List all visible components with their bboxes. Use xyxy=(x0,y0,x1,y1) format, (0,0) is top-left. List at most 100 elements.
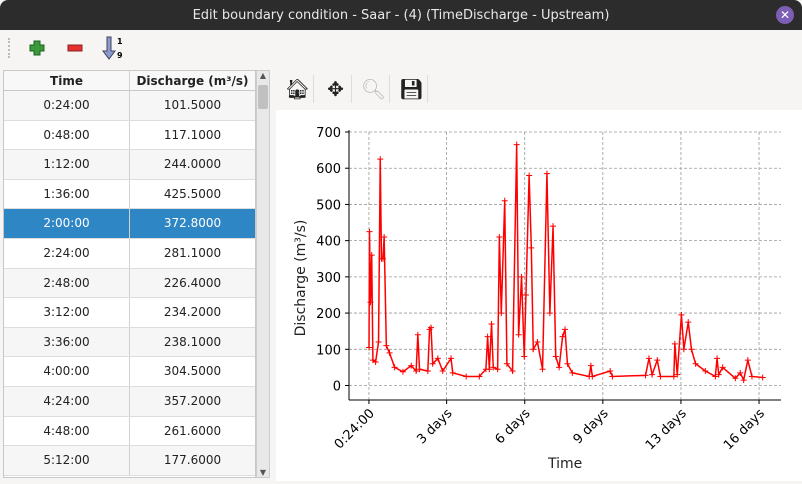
table-row[interactable]: 0:24:00 101.5000 xyxy=(4,91,255,121)
data-point-marker xyxy=(543,170,550,177)
column-header-discharge[interactable]: Discharge (m³/s) xyxy=(136,74,249,88)
data-point-marker xyxy=(372,358,379,365)
table-row[interactable]: 2:24:00 281.1000 xyxy=(4,238,255,269)
data-point-marker xyxy=(688,346,695,353)
data-point-marker xyxy=(744,357,751,364)
data-point-marker xyxy=(416,366,423,373)
cell-time[interactable]: 1:36:00 xyxy=(4,179,130,209)
data-point-marker xyxy=(503,360,510,367)
save-button[interactable]: 💾︎ xyxy=(396,75,428,103)
data-point-marker xyxy=(522,291,529,298)
cell-time[interactable]: 3:36:00 xyxy=(4,327,130,357)
save-icon: 💾︎ xyxy=(398,77,425,101)
table-row[interactable]: 0:48:00 117.1000 xyxy=(4,120,255,151)
zoom-button[interactable]: 🔍︎ xyxy=(358,75,390,103)
data-point-marker xyxy=(476,373,483,380)
table-row[interactable]: 5:12:00 177.6000 xyxy=(4,446,255,476)
cell-time[interactable]: 2:24:00 xyxy=(4,238,130,268)
table-row[interactable]: 4:48:00 261.6000 xyxy=(4,416,255,447)
table-row[interactable]: 3:36:00 238.1000 xyxy=(4,327,255,358)
cell-discharge[interactable]: 117.1000 xyxy=(163,127,222,142)
svg-text:9: 9 xyxy=(117,51,123,60)
close-icon[interactable]: ✕ xyxy=(776,6,794,24)
data-point-marker xyxy=(680,346,687,353)
data-point-marker xyxy=(714,355,721,362)
cell-discharge[interactable]: 101.5000 xyxy=(163,98,222,112)
data-point-marker xyxy=(719,364,726,371)
cell-time[interactable]: 4:00:00 xyxy=(4,357,130,386)
x-tick-label: 16 days xyxy=(721,406,768,453)
data-point-marker xyxy=(670,373,677,380)
table-row[interactable]: 4:00:00 304.5000 xyxy=(4,357,255,387)
home-icon: 🏠︎ xyxy=(284,77,311,101)
data-point-marker xyxy=(494,366,501,373)
data-point-marker xyxy=(539,366,546,373)
data-point-marker xyxy=(498,310,505,317)
pan-button[interactable]: ✥ xyxy=(320,75,352,103)
cell-time[interactable]: 0:24:00 xyxy=(4,91,130,120)
data-point-marker xyxy=(692,360,699,367)
column-header-time[interactable]: Time xyxy=(4,71,130,90)
cell-discharge[interactable]: 372.8000 xyxy=(163,216,222,231)
data-point-marker xyxy=(589,373,596,380)
cell-time[interactable]: 5:12:00 xyxy=(4,446,130,475)
home-button[interactable]: 🏠︎ xyxy=(282,75,314,103)
cell-time[interactable]: 1:12:00 xyxy=(4,150,130,179)
y-tick-label: 500 xyxy=(316,198,341,213)
chart-area: 0 100 200 300 400 500 600 700 0:24:00 3 days 6 day… xyxy=(276,110,802,481)
table-row[interactable]: 3:12:00 234.2000 xyxy=(4,298,255,328)
table-row[interactable]: 1:36:00 425.5000 xyxy=(4,179,255,210)
cell-time[interactable]: 4:24:00 xyxy=(4,386,130,416)
data-point-marker xyxy=(383,342,390,349)
data-point-marker xyxy=(509,368,516,375)
table-scrollbar[interactable]: ▲ ▼ xyxy=(256,70,270,478)
cell-discharge[interactable]: 261.6000 xyxy=(163,423,222,438)
data-point-marker xyxy=(674,371,681,378)
cell-discharge[interactable]: 357.2000 xyxy=(163,393,222,408)
cell-discharge[interactable]: 244.0000 xyxy=(163,157,222,172)
zoom-icon: 🔍︎ xyxy=(360,77,387,101)
scrollbar-thumb[interactable] xyxy=(258,85,268,109)
add-row-button[interactable] xyxy=(25,36,49,60)
x-tick-label: 9 days xyxy=(571,406,612,447)
cell-discharge[interactable]: 177.6000 xyxy=(163,453,222,468)
data-point-marker xyxy=(748,373,755,380)
add-row-icon xyxy=(29,40,45,56)
remove-row-button[interactable] xyxy=(63,36,87,60)
cell-time[interactable]: 3:12:00 xyxy=(4,298,130,327)
cell-discharge[interactable]: 234.2000 xyxy=(163,305,222,320)
toolbar-grip[interactable] xyxy=(8,38,11,58)
cell-time[interactable]: 4:48:00 xyxy=(4,416,130,446)
cell-discharge[interactable]: 226.4000 xyxy=(163,275,222,290)
table-row[interactable]: 4:24:00 357.2000 xyxy=(4,386,255,417)
table-row[interactable]: 2:00:00 372.8000 xyxy=(4,209,255,239)
data-point-marker xyxy=(678,311,685,318)
data-point-marker xyxy=(486,366,493,373)
scroll-down-arrow[interactable]: ▼ xyxy=(259,468,267,477)
table-row[interactable]: 1:12:00 244.0000 xyxy=(4,150,255,180)
cell-time[interactable]: 2:48:00 xyxy=(4,268,130,298)
cell-time[interactable]: 2:00:00 xyxy=(4,209,130,238)
data-point-marker xyxy=(379,255,386,262)
data-point-marker xyxy=(526,172,533,179)
data-point-marker xyxy=(642,372,649,379)
cell-discharge[interactable]: 425.5000 xyxy=(163,186,222,201)
y-axis-label: Discharge (m³/s) xyxy=(293,219,309,337)
data-point-marker xyxy=(685,319,692,326)
data-point-marker xyxy=(740,377,747,384)
data-point-marker xyxy=(484,333,491,340)
cell-discharge[interactable]: 281.1000 xyxy=(163,245,222,260)
cell-discharge[interactable]: 238.1000 xyxy=(163,334,222,349)
cell-discharge[interactable]: 304.5000 xyxy=(163,364,222,379)
data-point-marker xyxy=(607,368,614,375)
scroll-up-arrow[interactable]: ▲ xyxy=(259,71,267,80)
data-point-marker xyxy=(530,346,537,353)
data-point-marker xyxy=(609,373,616,380)
cell-time[interactable]: 0:48:00 xyxy=(4,120,130,150)
window-title: Edit boundary condition - Saar - (4) (Ti… xyxy=(192,7,610,23)
series-line xyxy=(368,144,763,383)
table-row[interactable]: 2:48:00 226.4000 xyxy=(4,268,255,299)
title-bar: Edit boundary condition - Saar - (4) (Ti… xyxy=(0,0,802,30)
